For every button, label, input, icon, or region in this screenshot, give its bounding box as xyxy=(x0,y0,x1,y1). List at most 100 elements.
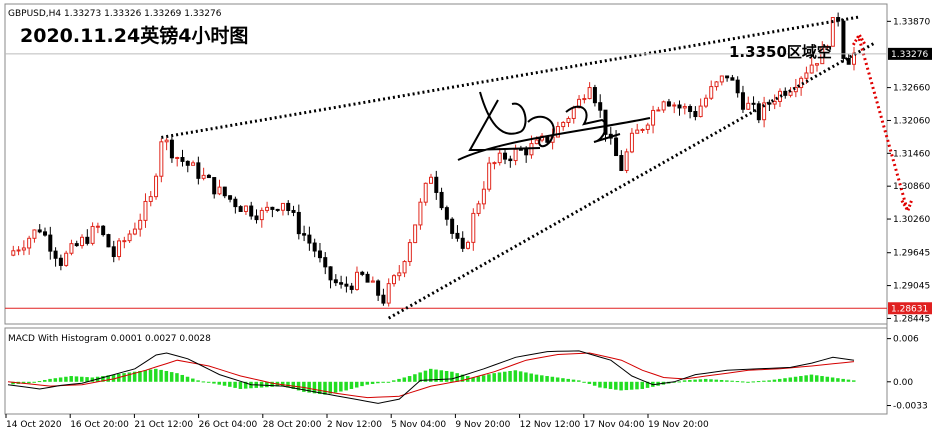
histogram-bar xyxy=(497,372,502,382)
current-price-box xyxy=(888,47,932,60)
histogram-bar xyxy=(154,368,158,382)
histogram-bar xyxy=(751,381,756,383)
histogram-bar xyxy=(312,381,317,394)
histogram-bar xyxy=(228,381,232,387)
time-tick-label: 16 Oct 20:00 xyxy=(70,420,129,430)
histogram-bar xyxy=(270,381,274,387)
candle-body xyxy=(164,139,169,143)
price-tick-label: 1.30860 xyxy=(893,182,930,192)
candle-body xyxy=(682,106,687,109)
histogram-bar xyxy=(836,378,840,382)
signal-line xyxy=(7,352,855,399)
candle-body xyxy=(598,102,603,111)
histogram-bar xyxy=(291,381,296,389)
candle-body xyxy=(312,242,317,252)
candle-body xyxy=(74,243,79,247)
candle-body xyxy=(566,117,571,123)
price-pane xyxy=(4,3,888,325)
candle-body xyxy=(804,72,809,79)
time-tick-label: 5 Nov 04:00 xyxy=(391,420,446,430)
histogram-bar xyxy=(476,376,481,382)
histogram-bar xyxy=(614,381,618,390)
candle-body xyxy=(476,203,481,214)
histogram-bar xyxy=(143,370,147,382)
candle-body xyxy=(751,102,756,105)
histogram-bar xyxy=(534,374,539,382)
histogram-bar xyxy=(397,378,401,382)
histogram-bar xyxy=(735,381,740,383)
candle-body xyxy=(317,250,322,259)
candle-body xyxy=(117,240,122,258)
candle-body xyxy=(455,232,460,239)
candle-body xyxy=(429,176,433,184)
histogram-bar xyxy=(407,376,412,382)
histogram-bar xyxy=(820,376,824,382)
price-tick-label: 1.29045 xyxy=(893,282,930,292)
candle-body xyxy=(370,280,375,283)
candle-body xyxy=(270,206,275,210)
candle-body xyxy=(111,246,116,258)
macd-tick-label: 0.00 xyxy=(893,378,913,388)
candle-body xyxy=(656,109,661,112)
candle-body xyxy=(740,92,745,110)
candle-body xyxy=(43,231,48,236)
histogram-bar xyxy=(434,369,438,382)
candle-body xyxy=(841,20,846,59)
histogram-bar xyxy=(333,381,338,393)
histogram-bar xyxy=(698,379,703,382)
histogram-bar xyxy=(302,381,306,392)
histogram-bar xyxy=(64,376,68,382)
candle-body xyxy=(561,121,566,128)
histogram-bar xyxy=(138,371,142,382)
time-tick-label: 14 Oct 2020 xyxy=(6,420,62,430)
histogram-bar xyxy=(503,371,507,382)
histogram-bar xyxy=(169,372,174,382)
candle-body xyxy=(820,46,825,65)
histogram-bar xyxy=(709,379,713,382)
candle-body xyxy=(228,195,233,200)
candle-body xyxy=(703,97,708,107)
price-tick-label: 1.28445 xyxy=(893,314,930,324)
histogram-bar xyxy=(413,374,417,382)
candle-body xyxy=(423,182,428,203)
candle-body xyxy=(127,233,132,242)
histogram-bar xyxy=(212,381,216,384)
histogram-bar xyxy=(688,379,692,382)
candle-body xyxy=(80,236,85,247)
candle-body xyxy=(196,162,201,179)
time-tick-label: 17 Nov 04:00 xyxy=(584,420,645,430)
histogram-bar xyxy=(27,381,31,384)
candle-body xyxy=(85,236,90,244)
histogram-bar xyxy=(11,381,15,385)
candle-body xyxy=(698,105,703,118)
candle-body xyxy=(587,87,592,100)
candle-body xyxy=(90,225,95,244)
candle-body xyxy=(212,177,217,195)
histogram-bar xyxy=(799,376,803,382)
candle-body xyxy=(677,104,682,109)
histogram-bar xyxy=(566,378,570,382)
candle-body xyxy=(53,250,58,259)
candle-body xyxy=(339,282,344,285)
histogram-bar xyxy=(402,377,407,382)
candle-body xyxy=(233,198,238,208)
candle-body xyxy=(21,247,26,251)
candle-body xyxy=(349,285,354,290)
candle-body xyxy=(444,207,449,220)
histogram-bar xyxy=(540,375,544,382)
candle-body xyxy=(27,237,32,249)
candle-body xyxy=(302,233,307,236)
candle-body xyxy=(772,100,777,105)
candle-body xyxy=(672,104,677,107)
histogram-bar xyxy=(265,381,269,388)
histogram-bar xyxy=(243,381,248,389)
histogram-bar xyxy=(603,381,607,389)
candle-body xyxy=(434,176,439,193)
histogram-bar xyxy=(328,381,333,394)
histogram-bar xyxy=(238,381,243,389)
histogram-bar xyxy=(725,380,729,382)
candle-body xyxy=(381,294,386,304)
histogram-bar xyxy=(323,381,327,395)
price-tick-label: 1.31460 xyxy=(893,149,930,159)
candle-body xyxy=(582,98,587,101)
